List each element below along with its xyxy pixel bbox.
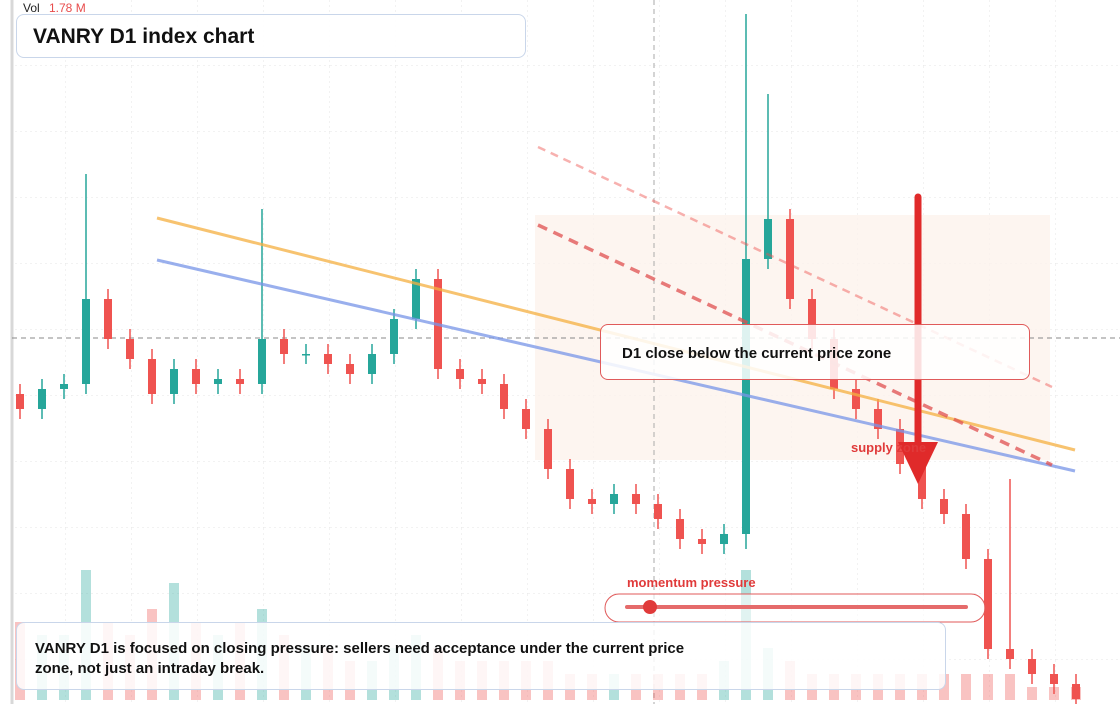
candle-body [654, 504, 662, 519]
momentum-dot [643, 600, 657, 614]
candle-body [412, 279, 420, 319]
candle-body [16, 394, 24, 409]
channel-line [537, 145, 1053, 389]
candle-body [764, 219, 772, 259]
candle-body [940, 499, 948, 514]
volume-label: Vol [23, 1, 40, 15]
note-box: VANRY D1 is focused on closing pressure:… [16, 622, 946, 690]
candle-body [1050, 674, 1058, 684]
candle-body [500, 384, 508, 409]
candle-body [390, 319, 398, 354]
candle-body [60, 384, 68, 389]
volume-value: 1.78 M [49, 1, 86, 15]
candle-body [324, 354, 332, 364]
candle-body [1028, 659, 1036, 674]
candle-body [170, 369, 178, 394]
volume-bar [1005, 674, 1015, 700]
candle-body [698, 539, 706, 544]
candle-body [346, 364, 354, 374]
candle-body [456, 369, 464, 379]
candle-body [236, 379, 244, 384]
zone-label: supply zone [851, 440, 927, 455]
candle-body [280, 339, 288, 354]
candle-body [38, 389, 46, 409]
candle-body [874, 409, 882, 429]
note-text: VANRY D1 is focused on closing pressure:… [35, 640, 685, 677]
candle-body [368, 354, 376, 374]
candle-body [896, 429, 904, 464]
candle-body [786, 219, 794, 299]
candle-body [588, 499, 596, 504]
candle-body [148, 359, 156, 394]
candle-body [544, 429, 552, 469]
candle-body [478, 379, 486, 384]
candle-body [676, 519, 684, 539]
candle-body [632, 494, 640, 504]
chart-title: VANRY D1 index chart [33, 25, 255, 48]
candle-body [522, 409, 530, 429]
candle-body [918, 464, 926, 499]
candle-body [82, 299, 90, 384]
callout: D1 close below the current price zone [600, 324, 1030, 380]
volume-bar [961, 674, 971, 700]
title-box: VANRY D1 index chart [16, 14, 526, 58]
candle-body [258, 339, 266, 384]
momentum-label: momentum pressure [627, 575, 756, 590]
candle-body [1006, 649, 1014, 659]
candle-body [126, 339, 134, 359]
channel-line [537, 223, 1053, 467]
candle-body [566, 469, 574, 499]
arrow-head [898, 442, 938, 484]
candle-body [962, 514, 970, 559]
candle-body [610, 494, 618, 504]
candle-body [852, 389, 860, 409]
volume-bar [983, 674, 993, 700]
candle-body [808, 299, 816, 339]
candle-body [302, 354, 310, 356]
candle-body [192, 369, 200, 384]
candle-body [1072, 684, 1080, 699]
callout-text: D1 close below the current price zone [622, 345, 892, 362]
candle-body [214, 379, 222, 384]
candle-body [720, 534, 728, 544]
candle-body [984, 559, 992, 649]
volume-bar [1027, 687, 1037, 700]
candle-body [104, 299, 112, 339]
